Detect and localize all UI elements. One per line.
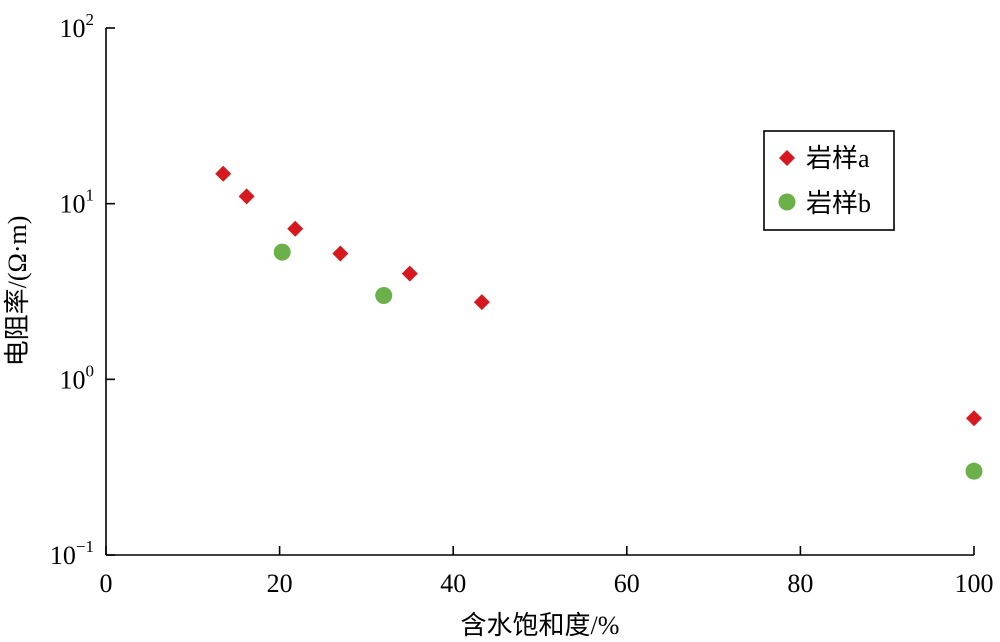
data-point-diamond — [966, 410, 982, 427]
legend-marker-circle — [778, 193, 796, 211]
y-tick-label: 10−1 — [50, 537, 94, 570]
legend-marker-diamond — [779, 150, 795, 166]
data-point-diamond — [215, 165, 232, 182]
x-tick-label: 60 — [614, 569, 640, 598]
data-point-diamond — [332, 245, 349, 262]
y-tick-label: 101 — [60, 186, 95, 219]
x-tick-label: 100 — [955, 569, 994, 598]
data-point-diamond — [287, 220, 304, 237]
x-tick-label: 20 — [267, 569, 293, 598]
data-point-diamond — [401, 265, 418, 282]
y-tick-label: 100 — [60, 361, 95, 394]
x-axis-label: 含水饱和度/% — [461, 611, 620, 640]
y-tick-label: 102 — [60, 10, 95, 43]
legend-label-series-a: 岩样a — [806, 144, 870, 173]
data-point-circle — [965, 462, 983, 480]
legend-label-series-b: 岩样b — [806, 189, 871, 218]
x-tick-label: 0 — [100, 569, 113, 598]
y-axis-ticks: 10−1 100 101 102 — [50, 10, 115, 570]
data-point-circle — [375, 287, 393, 305]
x-tick-label: 80 — [787, 569, 813, 598]
legend-box — [763, 130, 895, 231]
y-axis-label: 电阻率/(Ω·m) — [3, 216, 32, 367]
legend: 岩样a 岩样b — [763, 130, 895, 231]
axes — [105, 28, 974, 556]
data-points — [215, 165, 983, 480]
data-point-diamond — [473, 294, 490, 311]
x-axis-ticks: 0 20 40 60 80 100 — [100, 546, 994, 598]
data-point-diamond — [238, 188, 255, 205]
data-point-circle — [273, 243, 291, 261]
x-tick-label: 40 — [440, 569, 466, 598]
